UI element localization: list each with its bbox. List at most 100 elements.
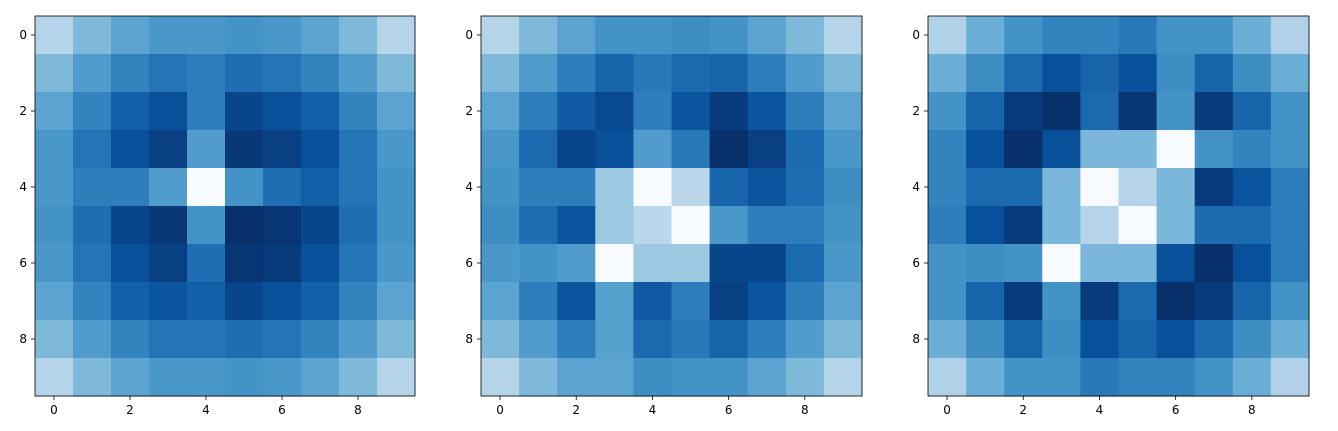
- heatmap-cell: [73, 282, 112, 321]
- heatmap-cell: [377, 168, 416, 207]
- heatmap-cell: [301, 358, 340, 397]
- heatmap-cell: [1271, 206, 1310, 245]
- heatmap-cell: [710, 168, 749, 207]
- heatmap-cell: [710, 244, 749, 283]
- heatmap-cell: [519, 16, 558, 55]
- heatmap-cell: [339, 92, 378, 131]
- heatmap-cell: [1119, 54, 1158, 93]
- heatmap-cell: [149, 54, 188, 93]
- heatmap-panel-3: 0 2 4 6 802468: [912, 16, 1309, 417]
- heatmap-cell: [149, 282, 188, 321]
- y-tick-label: 8: [19, 332, 27, 346]
- heatmap-cell: [1080, 244, 1119, 283]
- heatmap-cell: [111, 54, 150, 93]
- y-tick-label: 0: [19, 28, 27, 42]
- heatmap-cell: [928, 320, 967, 359]
- heatmap-cell: [595, 168, 634, 207]
- heatmap-cell: [73, 130, 112, 169]
- y-tick-label: 0: [465, 28, 473, 42]
- heatmap-cell: [748, 358, 787, 397]
- heatmap-cell: [710, 16, 749, 55]
- heatmap-cell: [748, 168, 787, 207]
- heatmap-cell: [481, 168, 520, 207]
- heatmap-cell: [1233, 206, 1272, 245]
- heatmap-cell: [519, 206, 558, 245]
- heatmap-cell: [339, 16, 378, 55]
- heatmap-cell: [301, 244, 340, 283]
- heatmap-cell: [187, 54, 226, 93]
- heatmap-cell: [966, 92, 1005, 131]
- heatmap-cell: [1080, 130, 1119, 169]
- heatmap-cell: [481, 54, 520, 93]
- heatmap-cell: [633, 168, 672, 207]
- heatmap-cell: [187, 244, 226, 283]
- heatmap-cell: [187, 206, 226, 245]
- heatmap-cell: [557, 320, 596, 359]
- heatmap-cell: [1233, 54, 1272, 93]
- heatmap-cell: [111, 130, 150, 169]
- heatmap-cell: [748, 206, 787, 245]
- heatmap-cell: [633, 92, 672, 131]
- heatmap-cell: [928, 168, 967, 207]
- heatmap-cell: [595, 244, 634, 283]
- heatmap-cell: [519, 92, 558, 131]
- heatmap-cell: [672, 244, 711, 283]
- heatmap-cell: [748, 320, 787, 359]
- heatmap-cell: [111, 244, 150, 283]
- heatmap-cell: [35, 130, 74, 169]
- heatmap-cell: [35, 282, 74, 321]
- heatmap-cell: [1271, 54, 1310, 93]
- heatmap-cell: [1233, 282, 1272, 321]
- heatmap-cell: [928, 206, 967, 245]
- heatmap-cell: [225, 168, 264, 207]
- heatmap-cell: [263, 358, 302, 397]
- heatmap-cell: [481, 130, 520, 169]
- heatmap-cell: [1271, 16, 1310, 55]
- heatmap-cell: [1233, 244, 1272, 283]
- heatmap-cell: [557, 92, 596, 131]
- heatmap-cell: [301, 130, 340, 169]
- heatmap-cell: [377, 358, 416, 397]
- heatmap-cell: [339, 206, 378, 245]
- heatmap-cell: [1119, 92, 1158, 131]
- heatmap-cell: [111, 92, 150, 131]
- x-tick-label: 0: [50, 403, 58, 417]
- heatmap-cell: [263, 244, 302, 283]
- heatmap-cell: [339, 244, 378, 283]
- heatmap-cell: [1195, 92, 1234, 131]
- heatmap-cell: [263, 282, 302, 321]
- heatmap-cell: [710, 358, 749, 397]
- heatmap-cell: [377, 16, 416, 55]
- heatmap-cell: [35, 358, 74, 397]
- heatmap-cell: [377, 320, 416, 359]
- heatmap-cell: [519, 244, 558, 283]
- heatmap-cell: [595, 320, 634, 359]
- heatmap-cell: [519, 168, 558, 207]
- heatmap-cell: [1004, 54, 1043, 93]
- heatmap-cell: [263, 130, 302, 169]
- x-tick-label: 4: [649, 403, 657, 417]
- y-tick-label: 6: [465, 256, 473, 270]
- heatmap-cell: [1004, 168, 1043, 207]
- heatmap-cell: [966, 282, 1005, 321]
- x-tick-label: 8: [1248, 403, 1256, 417]
- heatmap-cell: [786, 54, 825, 93]
- heatmap-cell: [1195, 206, 1234, 245]
- heatmap-cell: [1195, 282, 1234, 321]
- heatmap-cell: [263, 206, 302, 245]
- heatmap-cell: [1157, 206, 1196, 245]
- heatmap-cell: [35, 244, 74, 283]
- heatmap-cell: [377, 92, 416, 131]
- heatmap-cell: [377, 54, 416, 93]
- heatmap-cell: [557, 16, 596, 55]
- y-tick-label: 4: [912, 180, 920, 194]
- heatmap-cell: [1080, 206, 1119, 245]
- heatmap-cell: [301, 16, 340, 55]
- heatmap-cell: [1271, 282, 1310, 321]
- heatmap-cell: [225, 358, 264, 397]
- heatmap-cell: [1042, 244, 1081, 283]
- heatmap-cell: [672, 320, 711, 359]
- heatmap-cell: [1195, 358, 1234, 397]
- heatmap-cell: [1271, 92, 1310, 131]
- x-tick-label: 6: [725, 403, 733, 417]
